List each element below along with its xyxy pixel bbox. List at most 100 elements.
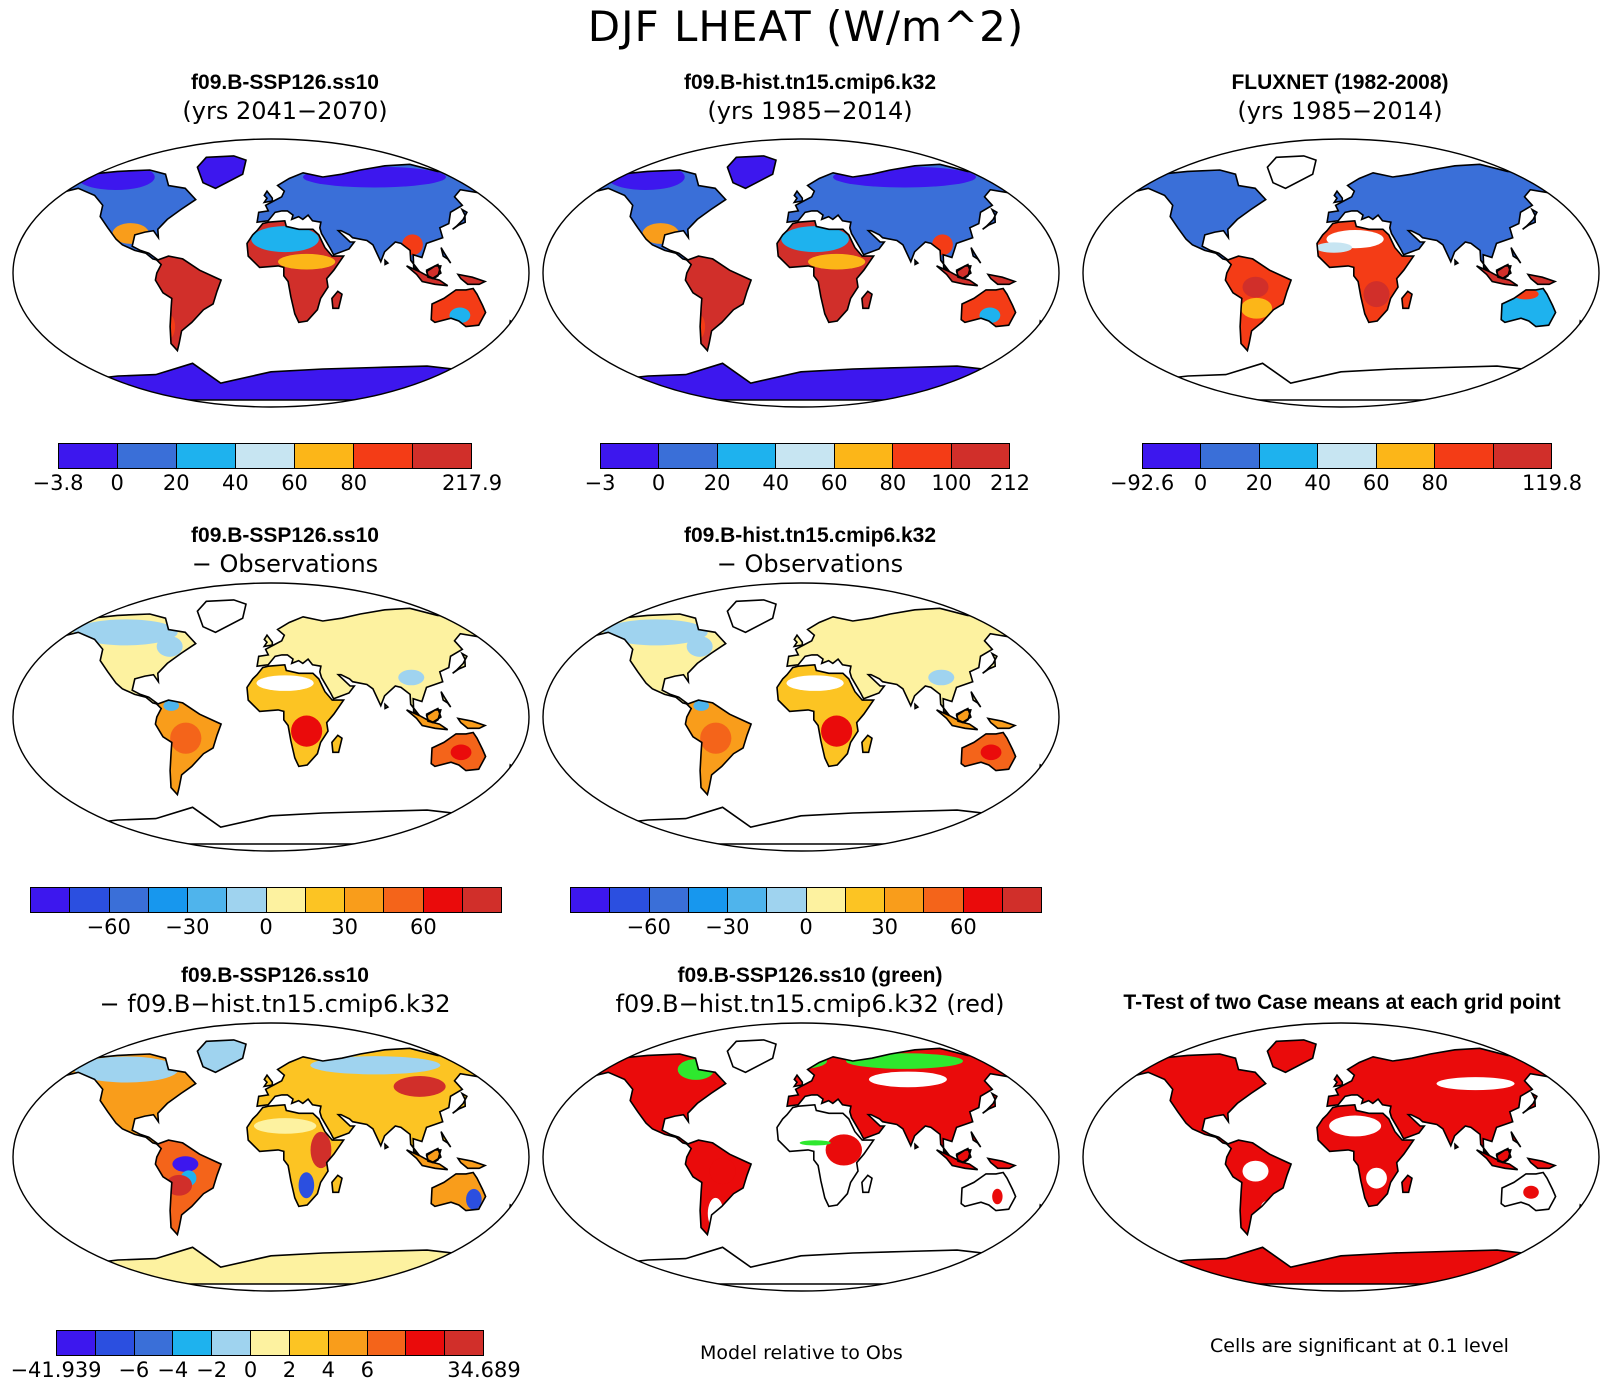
panel-3-title-line2: (yrs 1985−2014): [1237, 97, 1443, 126]
colorbar-1-tick-label: 60: [281, 471, 308, 495]
coastline-uk: [262, 1073, 274, 1088]
colorbar-5-swatch-1: [571, 888, 611, 912]
colorbar-3-swatch-6: [1435, 444, 1494, 468]
colorbar-3-swatch-7: [1493, 444, 1551, 468]
coastline-japan: [982, 1091, 998, 1114]
coastline-africa: [246, 663, 346, 768]
field-patch: [1329, 1115, 1382, 1137]
coastline-srilanka: [914, 702, 920, 710]
landmass-antarctica: [1110, 1247, 1572, 1284]
colorbar-6-tick-label: 34.689: [447, 1358, 521, 1382]
colorbar-1-tick-label: 217.9: [441, 471, 503, 495]
coastline-philippines: [440, 691, 452, 708]
landmass-eurasia: [257, 608, 505, 716]
field-patch: [980, 744, 1002, 761]
landmass-eurasia: [787, 164, 1035, 272]
field-patch: [846, 1053, 964, 1069]
colorbar-4-tick-label: 0: [259, 915, 273, 939]
landmass-eurasia: [787, 608, 1035, 716]
coastline-nz: [1567, 319, 1589, 339]
coastline-nz: [497, 763, 519, 783]
panel-7-title-line1: f09.B-SSP126.ss10 (green): [677, 964, 943, 987]
colorbar-3-tick-label: −92.6: [1109, 471, 1175, 495]
panel-4-title-line1: f09.B-SSP126.ss10: [191, 524, 379, 547]
colorbar-5-swatch-8: [845, 888, 885, 912]
colorbar-4-tick-label: −60: [86, 915, 131, 939]
coastline-borneo: [955, 709, 972, 724]
field-patch: [1240, 297, 1273, 319]
coastline-samerica: [154, 699, 223, 797]
landmass-antarctica: [40, 807, 502, 844]
colorbar-6-tick-label: 6: [360, 1358, 374, 1382]
coastline-africa: [776, 219, 876, 324]
coastline-australia: [1500, 287, 1557, 328]
field-patch: [298, 1172, 315, 1199]
field-patch: [256, 675, 314, 691]
coastline-eurasia: [786, 1047, 1036, 1157]
colorbar-4-swatch-7: [266, 888, 306, 912]
panel-2-title-line1: f09.B-hist.tn15.cmip6.k32: [683, 71, 937, 94]
coastline-newguinea: [1526, 273, 1558, 286]
field-patch: [159, 313, 176, 340]
landmass-eurasia: [1327, 164, 1575, 272]
colorbar-4-swatch-9: [345, 888, 385, 912]
colorbar-6-swatch-1: [57, 1331, 96, 1355]
panel-1-title-line2: (yrs 2041−2070): [182, 97, 388, 126]
figure-title: DJF LHEAT (W/m^2): [587, 2, 1025, 51]
colorbar-3-tick-label: 20: [1245, 471, 1273, 495]
coastline-australia: [430, 1171, 487, 1212]
colorbar-4-swatch-5: [188, 888, 228, 912]
landmass-africa: [777, 1104, 874, 1207]
coastline-madagascar: [861, 1174, 873, 1194]
colorbar-5-swatch-7: [806, 888, 846, 912]
colorbar-3-swatch-5: [1376, 444, 1436, 468]
panel-1-title-line1: f09.B-SSP126.ss10: [191, 71, 379, 94]
panel-3-title: FLUXNET (1982-2008) (yrs 1985−2014): [1090, 70, 1590, 126]
footer-model-relative: Model relative to Obs: [700, 1342, 903, 1364]
colorbar-5-swatch-2: [610, 888, 650, 912]
colorbar-6-tick-label: −41.939: [10, 1358, 102, 1382]
coastline-greenland: [726, 599, 777, 634]
coastline-uk: [792, 633, 804, 648]
panel-4-title-line2: − Observations: [191, 550, 379, 579]
coastline-greenland: [196, 155, 247, 190]
coastline-namerica: [51, 1053, 197, 1146]
coastline-nz: [1027, 763, 1049, 783]
colorbar-1-tick-label: 0: [110, 471, 124, 495]
landmass-eurasia: [257, 1048, 505, 1156]
world-map-6: [12, 1022, 530, 1292]
coastline-samerica: [684, 699, 753, 797]
coastline-newguinea: [986, 1157, 1018, 1170]
landmass-greenland: [1267, 1039, 1316, 1073]
coastline-namerica: [581, 613, 727, 706]
landmass-nz: [499, 1205, 518, 1222]
coastline-australia: [960, 1171, 1017, 1212]
coastline-japan: [982, 207, 998, 230]
landmass-antarctica: [570, 1247, 1032, 1284]
colorbar-4-swatch-2: [70, 888, 110, 912]
coastline-japan: [452, 651, 468, 674]
field-patch: [1242, 1160, 1269, 1182]
coastline-namerica: [51, 169, 197, 262]
map-frame: [12, 582, 530, 852]
field-patch: [606, 164, 685, 191]
panel-2-title: f09.B-hist.tn15.cmip6.k32 (yrs 1985−2014…: [550, 70, 1070, 126]
map-frame: [1082, 138, 1600, 408]
field-patch: [251, 226, 319, 253]
colorbar-5-tick-label: −60: [626, 915, 671, 939]
coastline-newguinea: [1526, 1157, 1558, 1170]
field-patch: [398, 669, 425, 686]
landmass-eurasia: [787, 1048, 1035, 1156]
colorbar-4-swatch-3: [109, 888, 149, 912]
coastline-uk: [262, 633, 274, 648]
coastline-australia: [430, 287, 487, 328]
colorbar-6-swatch-10: [406, 1331, 446, 1355]
field-patch: [393, 1076, 446, 1097]
landmass-nz: [1029, 765, 1048, 782]
field-patch: [253, 1118, 317, 1134]
field-patch: [166, 1174, 193, 1196]
colorbar-3-tick-label: 60: [1362, 471, 1390, 495]
colorbar-2-swatch-2: [659, 444, 718, 468]
colorbar-5-tick-label: 0: [799, 915, 813, 939]
coastline-greenland: [196, 599, 247, 634]
